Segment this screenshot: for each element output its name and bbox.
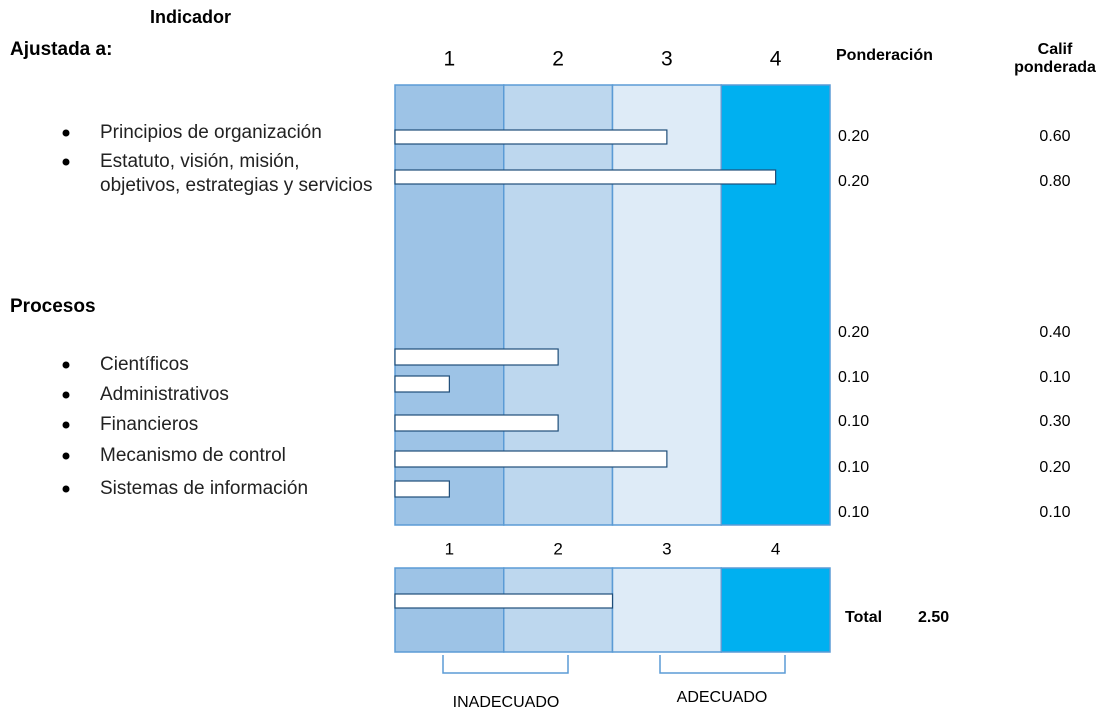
item-label: Administrativos [100,384,229,405]
x-tick-label: 2 [552,48,564,71]
range-label: INADECUADO [453,694,560,711]
x-tick-label: 4 [771,539,780,558]
score: 0.10 [1039,369,1070,386]
item-label: Estatuto, visión, misión, objetivos, est… [100,151,373,196]
bullet [62,158,70,166]
x-tick-label: 4 [770,48,782,71]
bar [394,450,668,468]
weight: 0.10 [838,504,869,521]
score-header: Calif ponderada [1014,41,1096,76]
bar [394,593,614,609]
bar [394,480,450,498]
range-brackets [442,655,786,674]
x-tick-label: 3 [662,539,671,558]
bullet [62,452,70,460]
score: 0.40 [1039,324,1070,341]
item-label: Mecanismo de control [100,445,286,466]
band [394,567,505,653]
bullet [62,391,70,399]
x-tick-label: 2 [553,539,562,558]
band [720,567,831,653]
bar [394,129,668,145]
range-label: ADECUADO [677,689,768,706]
item-label: Científicos [100,354,189,375]
item-label: Principios de organización [100,122,322,143]
band [503,567,614,653]
bullet [62,485,70,493]
band [720,84,831,526]
score: 0.60 [1039,128,1070,145]
title: Indicador [150,7,231,27]
bar [394,414,559,432]
total-value: 2.50 [918,609,949,626]
score: 0.10 [1039,504,1070,521]
group-heading: Procesos [10,296,96,317]
band [611,567,722,653]
group-heading: Ajustada a: [10,39,112,60]
weight: 0.20 [838,128,869,145]
item-label: Financieros [100,414,199,435]
bar [394,169,777,185]
weight: 0.10 [838,459,869,476]
score: 0.20 [1039,459,1070,476]
weight-header: Ponderación [836,47,933,64]
weight: 0.20 [838,324,869,341]
x-tick-label: 1 [444,48,456,71]
bullet [62,361,70,369]
item-label: Sistemas de información [100,478,309,499]
weight: 0.20 [838,173,869,190]
score: 0.30 [1039,413,1070,430]
bar [394,375,450,393]
weight: 0.10 [838,413,869,430]
score: 0.80 [1039,173,1070,190]
x-tick-label: 1 [445,539,454,558]
total-label: Total [845,609,882,626]
bar [394,348,559,366]
bullet [62,421,70,429]
weight: 0.10 [838,369,869,386]
x-tick-label: 3 [661,48,673,71]
bullet [62,129,70,137]
